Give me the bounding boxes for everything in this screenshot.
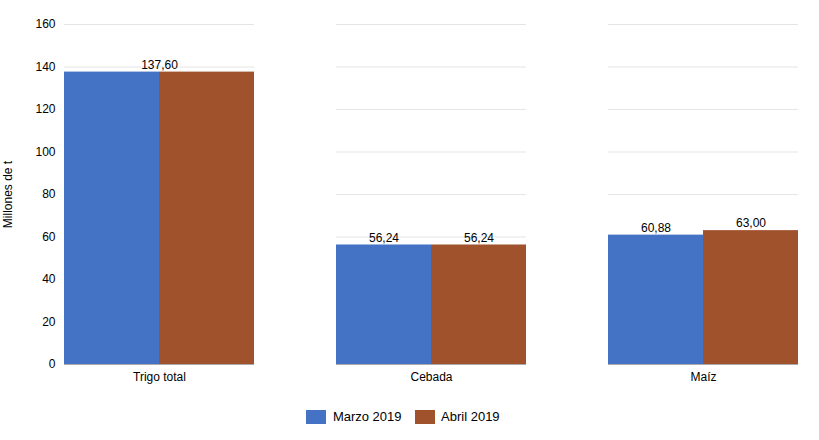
svg-text:137,60: 137,60 [141, 58, 178, 72]
svg-text:Millones de t: Millones de t [1, 160, 15, 228]
svg-text:160: 160 [35, 17, 55, 31]
html-text:Abril 2019: Abril 2019 [441, 409, 500, 424]
svg-text:0: 0 [49, 357, 56, 371]
svg-text:80: 80 [42, 187, 56, 201]
svg-text:120: 120 [35, 102, 55, 116]
svg-text:20: 20 [42, 315, 56, 329]
svg-text:Maíz: Maíz [690, 370, 716, 384]
html-text:Marzo 2019: Marzo 2019 [332, 409, 402, 424]
svg-text:140: 140 [35, 60, 55, 74]
svg-text:Cebada: Cebada [410, 370, 452, 384]
svg-text:56,24: 56,24 [464, 231, 494, 245]
svg-text:40: 40 [42, 272, 56, 286]
svg-text:60,88: 60,88 [641, 221, 671, 235]
svg-text:56,24: 56,24 [369, 231, 399, 245]
svg-text:63,00: 63,00 [736, 216, 766, 230]
svg-text:Trigo total: Trigo total [133, 370, 186, 384]
svg-text:100: 100 [35, 145, 55, 159]
svg-text:60: 60 [42, 230, 56, 244]
